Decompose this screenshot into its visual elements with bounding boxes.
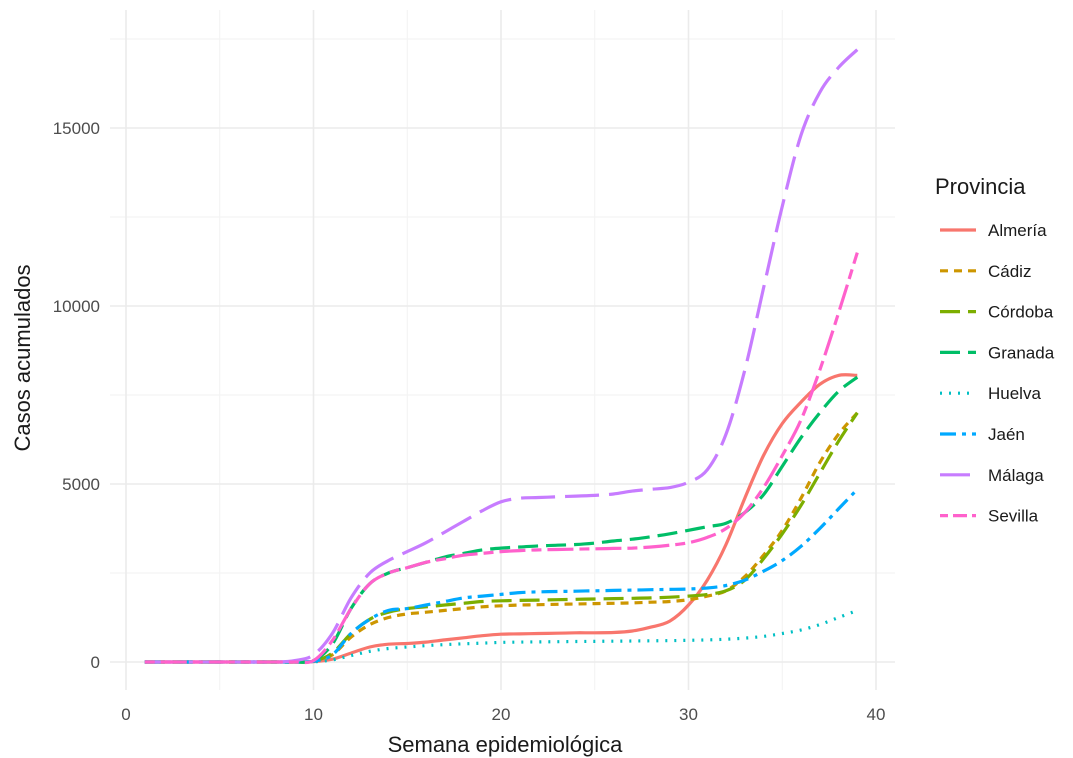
legend: Provincia Almería Cádiz Córdoba Granada Huel… <box>935 174 1055 526</box>
legend-title: Provincia <box>935 174 1026 199</box>
legend-label: Málaga <box>988 466 1044 485</box>
x-tick-label: 10 <box>304 705 323 724</box>
y-tick-label: 15000 <box>53 119 100 138</box>
legend-label: Jaén <box>988 425 1025 444</box>
series-lines <box>144 48 859 665</box>
legend-label: Almería <box>988 221 1047 240</box>
legend-label: Córdoba <box>988 303 1054 322</box>
series-line <box>144 252 859 665</box>
y-tick-label: 5000 <box>62 475 100 494</box>
legend-label: Sevilla <box>988 507 1039 526</box>
minor-gridlines <box>110 10 895 690</box>
x-tick-label: 40 <box>867 705 886 724</box>
y-tick-label: 0 <box>91 653 100 672</box>
y-tick-labels: 0 5000 10000 15000 <box>53 119 100 672</box>
x-tick-label: 30 <box>679 705 698 724</box>
x-tick-labels: 0 10 20 30 40 <box>121 705 885 724</box>
series-line <box>144 488 859 664</box>
legend-items: Almería Cádiz Córdoba Granada Huelva Jaén Mála… <box>940 221 1055 526</box>
x-tick-label: 20 <box>492 705 511 724</box>
x-tick-label: 0 <box>121 705 130 724</box>
legend-label: Cádiz <box>988 262 1031 281</box>
y-axis-title: Casos acumulados <box>10 264 35 451</box>
y-tick-label: 10000 <box>53 297 100 316</box>
x-axis-title: Semana epidemiológica <box>388 732 624 757</box>
legend-label: Huelva <box>988 384 1041 403</box>
legend-label: Granada <box>988 343 1055 362</box>
major-gridlines <box>110 10 895 690</box>
